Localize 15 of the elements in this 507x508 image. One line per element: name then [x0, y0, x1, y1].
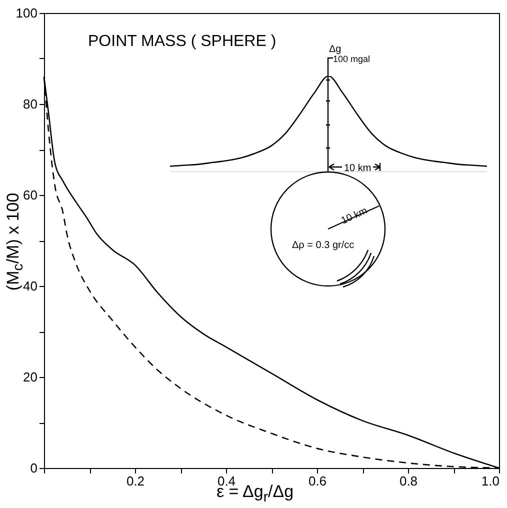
- annotation: Δρ = 0.3 gr/cc: [292, 240, 354, 251]
- x-tick-label: 0.6: [308, 474, 327, 488]
- annotation: 100 mgal: [333, 54, 370, 64]
- y-tick-label: 0: [30, 460, 38, 476]
- annotation: 10 km: [344, 163, 372, 174]
- text: POINT MASS ( SPHERE ): [88, 33, 276, 50]
- y-tick-label: 60: [23, 188, 38, 202]
- y-tick-label: 40: [23, 278, 38, 294]
- annotation: Δg: [329, 44, 342, 55]
- y-tick-label: 20: [23, 370, 38, 384]
- y-tick-label: 80: [23, 96, 38, 112]
- y-tick-label: 100: [16, 6, 38, 20]
- x-tick-label: 0.2: [126, 474, 145, 488]
- x-tick-label: 0.8: [399, 474, 418, 488]
- x-tick-label: 1.0: [481, 474, 500, 488]
